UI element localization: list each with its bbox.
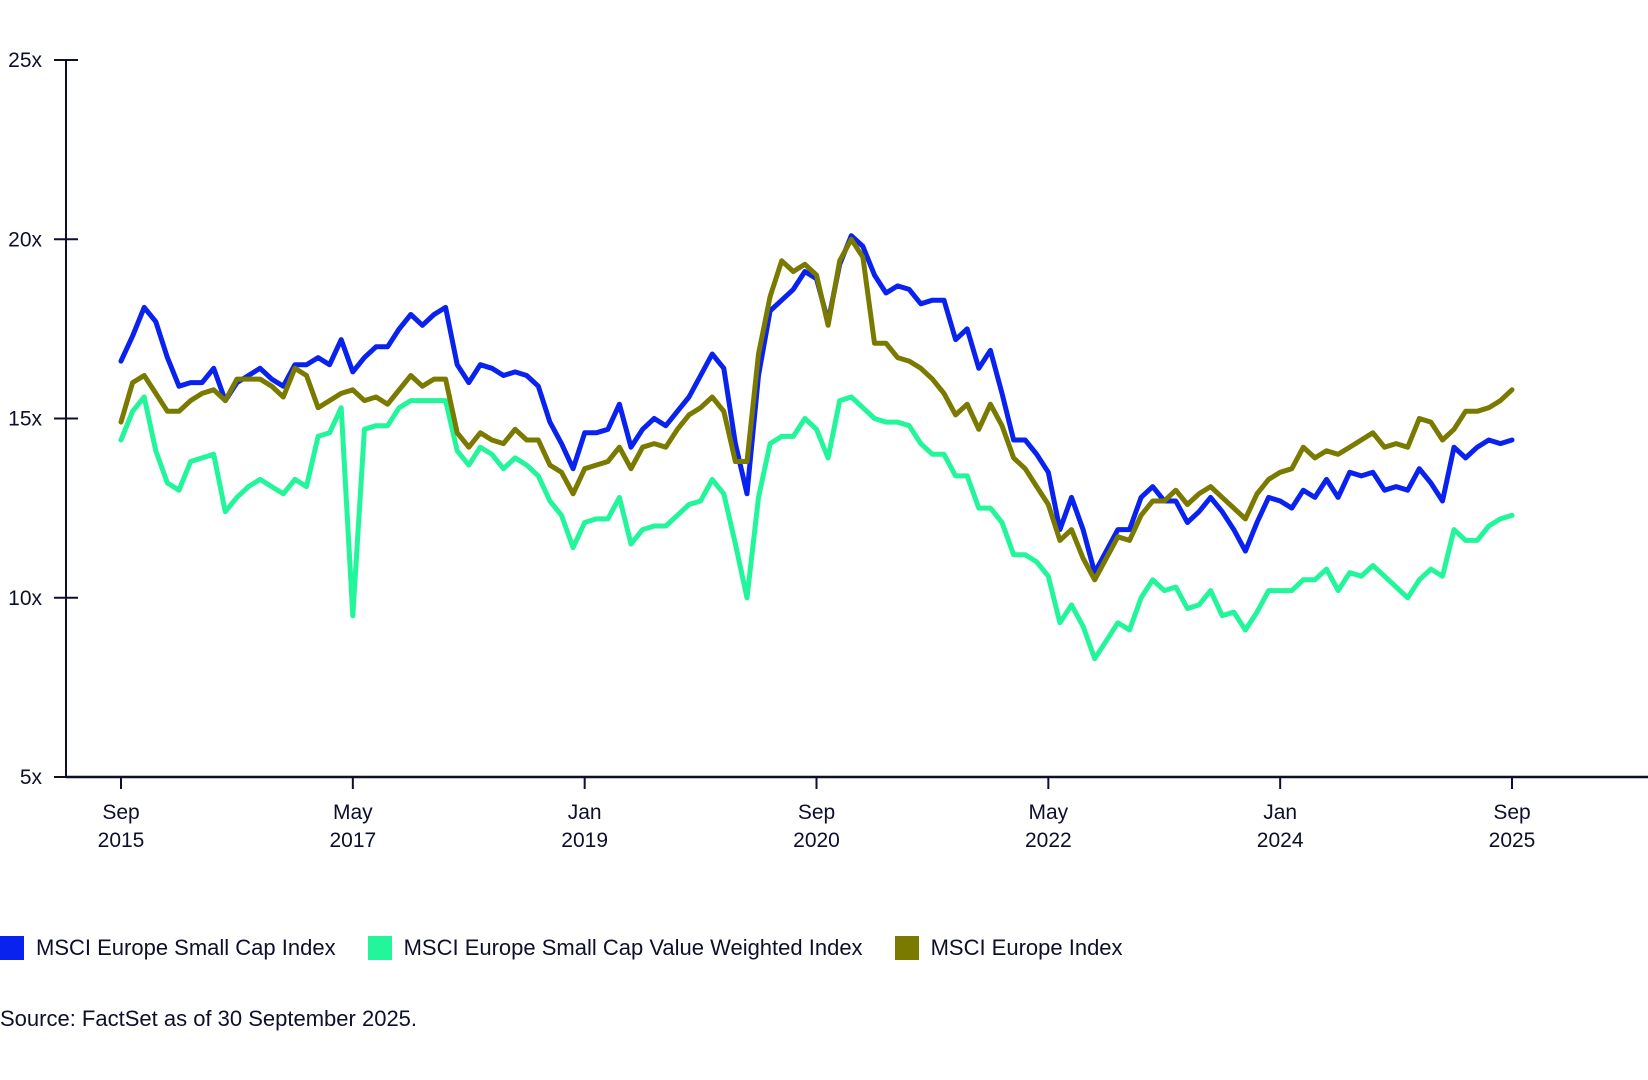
- y-tick-label: 20x: [8, 228, 42, 251]
- legend-label-small-cap-value: MSCI Europe Small Cap Value Weighted Ind…: [403, 935, 863, 960]
- y-tick-label: 15x: [8, 408, 42, 431]
- y-axis: 25x 20x 15x 10x 5x: [8, 49, 78, 789]
- x-tick-label-year: 2015: [98, 829, 145, 852]
- legend-swatch-europe: [894, 936, 919, 960]
- legend-item-small-cap-value: MSCI Europe Small Cap Value Weighted Ind…: [367, 935, 863, 961]
- series-line-msci-europe-small-cap-index: [118, 233, 1515, 576]
- series-line-msci-europe-index: [118, 236, 1515, 583]
- x-tick-label-year: 2019: [561, 829, 608, 852]
- legend-item-small-cap: MSCI Europe Small Cap Index: [0, 935, 336, 961]
- legend: MSCI Europe Small Cap Index MSCI Europe …: [0, 935, 1155, 961]
- legend-label-small-cap: MSCI Europe Small Cap Index: [36, 935, 336, 960]
- legend-item-europe: MSCI Europe Index: [894, 935, 1123, 961]
- x-tick-label-year: 2025: [1489, 829, 1536, 852]
- x-tick-label-year: 2017: [329, 829, 376, 852]
- series-lines: [118, 233, 1515, 662]
- legend-label-europe: MSCI Europe Index: [930, 935, 1123, 960]
- x-tick-label-year: 2024: [1257, 829, 1304, 852]
- x-tick-label-month: Jan: [568, 801, 602, 824]
- x-tick-label-month: Sep: [102, 801, 139, 824]
- y-tick-label: 25x: [8, 49, 42, 72]
- x-axis: Sep 2015 May 2017 Jan 2019 Sep 2020 May 2022 Jan 20…: [66, 775, 1648, 852]
- y-tick-label: 5x: [20, 766, 43, 789]
- series-line-msci-europe-small-cap-value-weighted-index: [118, 394, 1515, 662]
- legend-swatch-small-cap: [0, 936, 24, 960]
- x-tick-label-month: May: [1028, 801, 1068, 824]
- x-tick-label-month: Jan: [1263, 801, 1297, 824]
- x-tick-label-month: Sep: [798, 801, 835, 824]
- x-tick-label-year: 2020: [793, 829, 840, 852]
- legend-swatch-small-cap-value: [367, 936, 392, 960]
- x-tick-label-month: Sep: [1493, 801, 1530, 824]
- x-tick-label-month: May: [333, 801, 373, 824]
- y-tick-label: 10x: [8, 587, 42, 610]
- line-chart: 25x 20x 15x 10x 5x Sep 2015 May 2017 Jan 2019 Sep 2…: [8, 49, 1648, 852]
- source-note: Source: FactSet as of 30 September 2025.: [0, 1006, 418, 1031]
- x-tick-label-year: 2022: [1025, 829, 1072, 852]
